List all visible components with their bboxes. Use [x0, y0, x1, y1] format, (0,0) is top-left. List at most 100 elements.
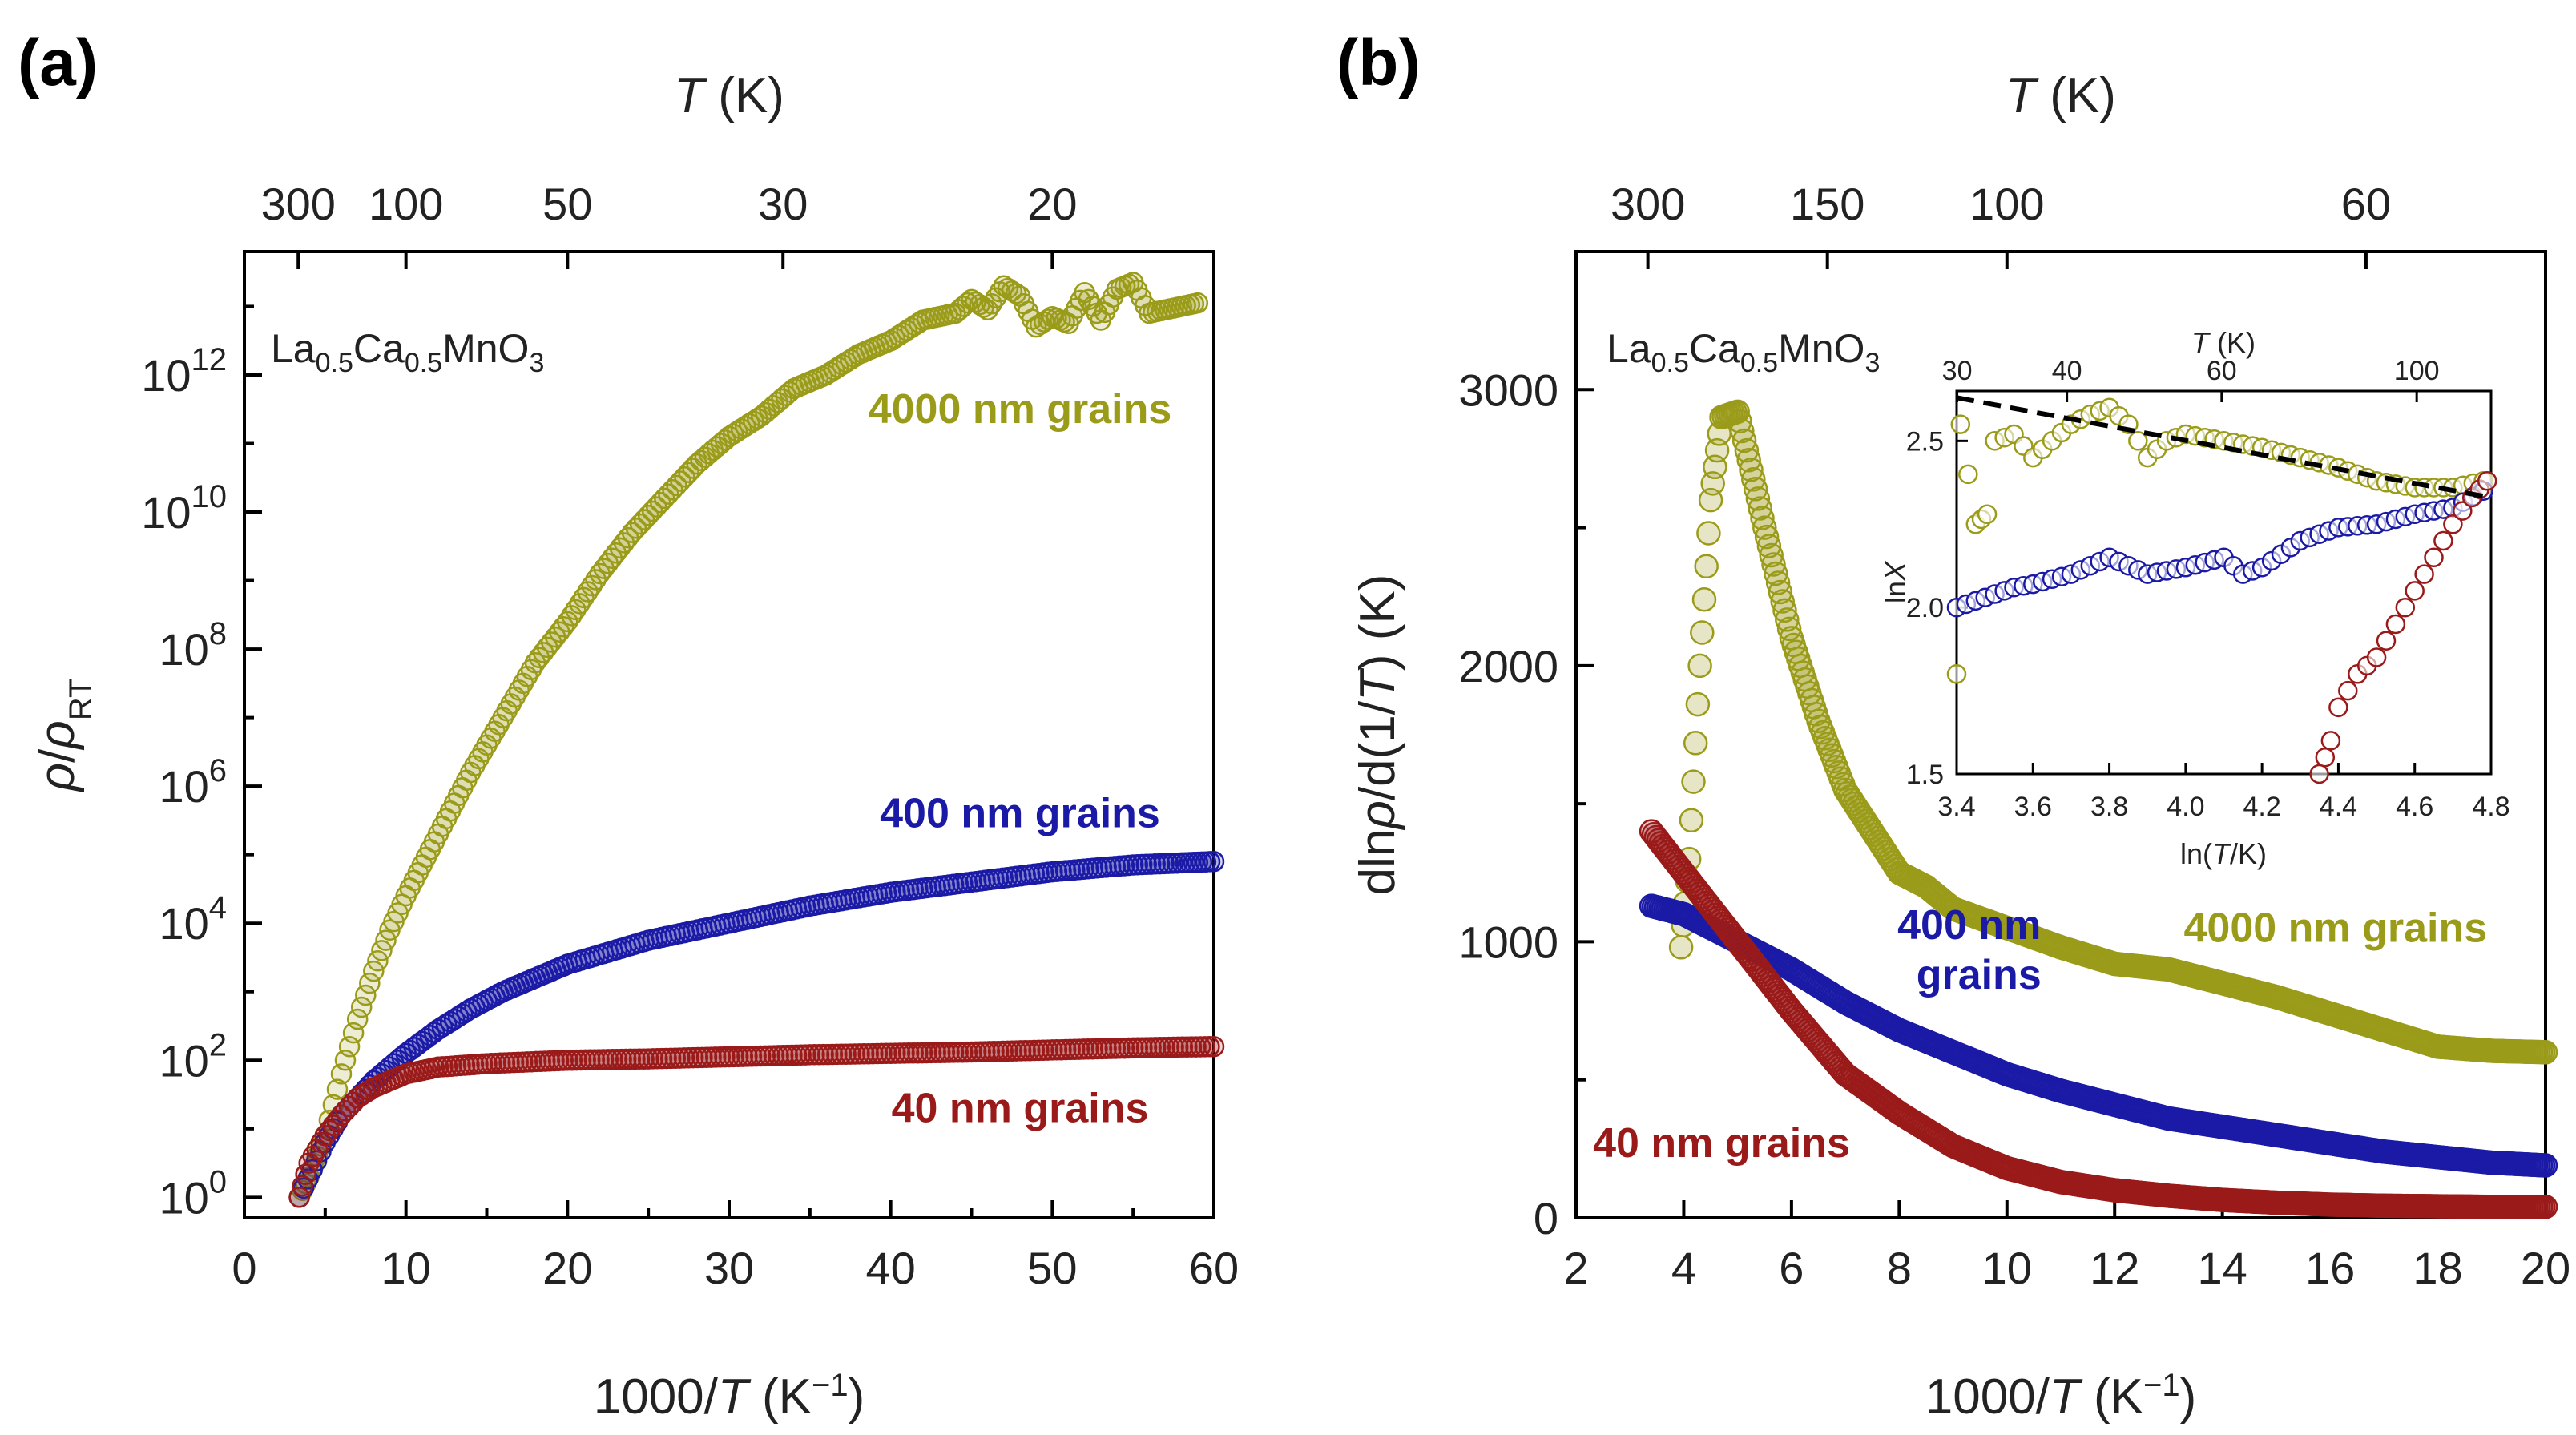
- a-y-tick-label: 1012: [141, 342, 227, 401]
- inset-x-tick-label: 3.8: [2090, 792, 2128, 822]
- b-point-4000-nm-grains: [1694, 554, 1719, 579]
- b-x-tick-label: 8: [1887, 1243, 1912, 1293]
- b-point-4000-nm-grains: [2533, 1040, 2558, 1065]
- b-point-4000-nm-grains: [1696, 521, 1721, 546]
- b-top-tick-label: 150: [1790, 179, 1864, 229]
- inset-point-40-nm-grains: [2309, 764, 2329, 784]
- inset-top-axis-label: T (K): [2191, 326, 2256, 359]
- b-top-tick-label: 100: [1969, 179, 2044, 229]
- b-series-40-nm-grains: [1639, 819, 2558, 1219]
- inset-fit-line: [1956, 395, 2492, 500]
- b-x-tick-label: 6: [1779, 1243, 1804, 1293]
- b-point-4000-nm-grains: [1731, 428, 1757, 453]
- b-point-4000-nm-grains: [1679, 808, 1704, 833]
- b-series-400-nm-grains: [1639, 893, 2558, 1178]
- b-point-4000-nm-grains: [1687, 653, 1712, 679]
- b-x-tick-label: 4: [1671, 1243, 1696, 1293]
- inset-point-4000-nm-grains: [1946, 664, 1967, 684]
- panel-b: (b) 2 4 6 8 10 12 14 16 18 20 0 1000 2000 3000 300 150 1…: [1336, 26, 2570, 1425]
- b-point-4000-nm-grains: [1743, 477, 1768, 502]
- b-y-tick-label: 3000: [1458, 365, 1558, 415]
- a-y-tick-label: 108: [159, 616, 227, 675]
- inset-x-tick-label: 4.0: [2167, 792, 2204, 822]
- a-x-tick-label: 50: [1027, 1243, 1077, 1293]
- b-x-tick-label: 14: [2198, 1243, 2247, 1293]
- inset-series-400-nm-grains: [1946, 481, 2493, 618]
- a-y-tick-label: 102: [159, 1027, 227, 1086]
- b-point-40-nm-grains: [2533, 1194, 2558, 1219]
- inset-point-40-nm-grains: [2414, 564, 2434, 584]
- panel-b-plot-frame: [1574, 250, 2547, 1219]
- inset-series: [1946, 395, 2497, 784]
- panel-b-inset: 3.4 3.6 3.8 4.0 4.2 4.4 4.6 4.8 1.5 2.0 2.5 30 40 60 1…: [1879, 326, 2510, 870]
- a-y-tick-label: 1010: [141, 479, 227, 538]
- a-point-4000-nm-grains: [355, 984, 377, 1006]
- inset-y-axis-label: lnX: [1879, 560, 1912, 603]
- b-point-4000-nm-grains: [1685, 691, 1711, 717]
- b-point-4000-nm-grains: [1754, 524, 1780, 550]
- inset-x-tick-label: 4.2: [2243, 792, 2281, 822]
- inset-point-4000-nm-grains: [1977, 504, 1998, 525]
- b-point-4000-nm-grains: [1748, 496, 1772, 521]
- b-point-4000-nm-grains: [1668, 935, 1694, 960]
- inset-y-tick-label: 2.5: [1906, 426, 1944, 457]
- panel-a-series: 4000 nm grains 400 nm grains 40 nm grains: [288, 272, 1225, 1208]
- b-y-tick-label: 1000: [1458, 917, 1558, 967]
- panel-b-letter: (b): [1336, 26, 1421, 99]
- b-label-4000-nm-grains: 4000 nm grains: [2184, 905, 2488, 951]
- b-point-4000-nm-grains: [1741, 467, 1766, 492]
- b-label-400-nm-grains: 400 nm grains: [1897, 902, 2042, 998]
- a-series-400-nm-grains: [288, 850, 1225, 1208]
- inset-point-40-nm-grains: [2338, 680, 2358, 701]
- b-x-tick-label: 12: [2090, 1243, 2139, 1293]
- b-point-400-nm-grains: [2533, 1153, 2558, 1178]
- a-y-tick-label: 100: [159, 1164, 227, 1223]
- inset-x-tick-label: 4.4: [2320, 792, 2357, 822]
- b-y-tick-label: 2000: [1458, 641, 1558, 691]
- a-top-tick-label: 300: [261, 179, 336, 229]
- panel-b-y-axis-label: dlnρ/d(1/T) (K): [1350, 574, 1405, 896]
- a-series-40-nm-grains: [288, 1035, 1225, 1208]
- b-point-4000-nm-grains: [1739, 457, 1764, 482]
- a-top-tick-label: 100: [369, 179, 443, 229]
- a-point-4000-nm-grains: [359, 972, 381, 994]
- a-label-4000-nm-grains: 4000 nm grains: [869, 386, 1172, 433]
- inset-top-tick-label: 60: [2207, 356, 2237, 386]
- panel-a-top-axis-label: T (K): [674, 68, 784, 123]
- inset-x-axis-label: ln(T/K): [2180, 837, 2267, 870]
- inset-x-tick-label: 3.6: [2014, 792, 2052, 822]
- panel-a-material-label: La0.5Ca0.5MnO3: [271, 326, 544, 378]
- inset-y-tick-label: 1.5: [1906, 760, 1944, 790]
- b-point-4000-nm-grains: [1759, 542, 1784, 568]
- b-y-tick-label: 0: [1534, 1193, 1558, 1244]
- b-series-4000-nm-grains: [1668, 399, 2558, 1065]
- panel-a-y-axis-label: ρ/ρRT: [30, 679, 99, 793]
- inset-ticks: 3.4 3.6 3.8 4.0 4.2 4.4 4.6 4.8 1.5 2.0 2.5 30 40 60 1…: [1906, 356, 2510, 822]
- inset-point-40-nm-grains: [2376, 631, 2397, 651]
- a-x-tick-label: 30: [704, 1243, 754, 1293]
- b-point-4000-nm-grains: [1734, 437, 1760, 463]
- inset-point-40-nm-grains: [2443, 514, 2463, 534]
- b-point-4000-nm-grains: [1725, 399, 1750, 425]
- inset-x-tick-label: 3.4: [1937, 792, 1975, 822]
- b-point-4000-nm-grains: [1745, 486, 1771, 511]
- inset-point-4000-nm-grains: [1958, 464, 1978, 485]
- panel-a-x-axis-label: 1000/T (K−1): [594, 1368, 865, 1425]
- a-x-tick-label: 40: [866, 1243, 916, 1293]
- inset-y-tick-label: 2.0: [1906, 593, 1944, 623]
- a-top-tick-label: 30: [758, 179, 808, 229]
- inset-point-4000-nm-grains: [2128, 431, 2148, 451]
- a-point-4000-nm-grains: [1187, 292, 1209, 314]
- b-x-tick-label: 16: [2305, 1243, 2355, 1293]
- b-point-4000-nm-grains: [1736, 447, 1761, 473]
- a-label-400-nm-grains: 400 nm grains: [880, 790, 1160, 836]
- b-point-4000-nm-grains: [1727, 409, 1752, 434]
- a-top-tick-label: 20: [1027, 179, 1077, 229]
- inset-point-40-nm-grains: [2424, 547, 2444, 568]
- inset-point-40-nm-grains: [2328, 697, 2348, 718]
- a-label-40-nm-grains: 40 nm grains: [892, 1085, 1149, 1131]
- b-x-tick-label: 20: [2521, 1243, 2570, 1293]
- a-y-tick-label: 106: [159, 753, 227, 812]
- a-y-tick-label: 104: [159, 890, 227, 949]
